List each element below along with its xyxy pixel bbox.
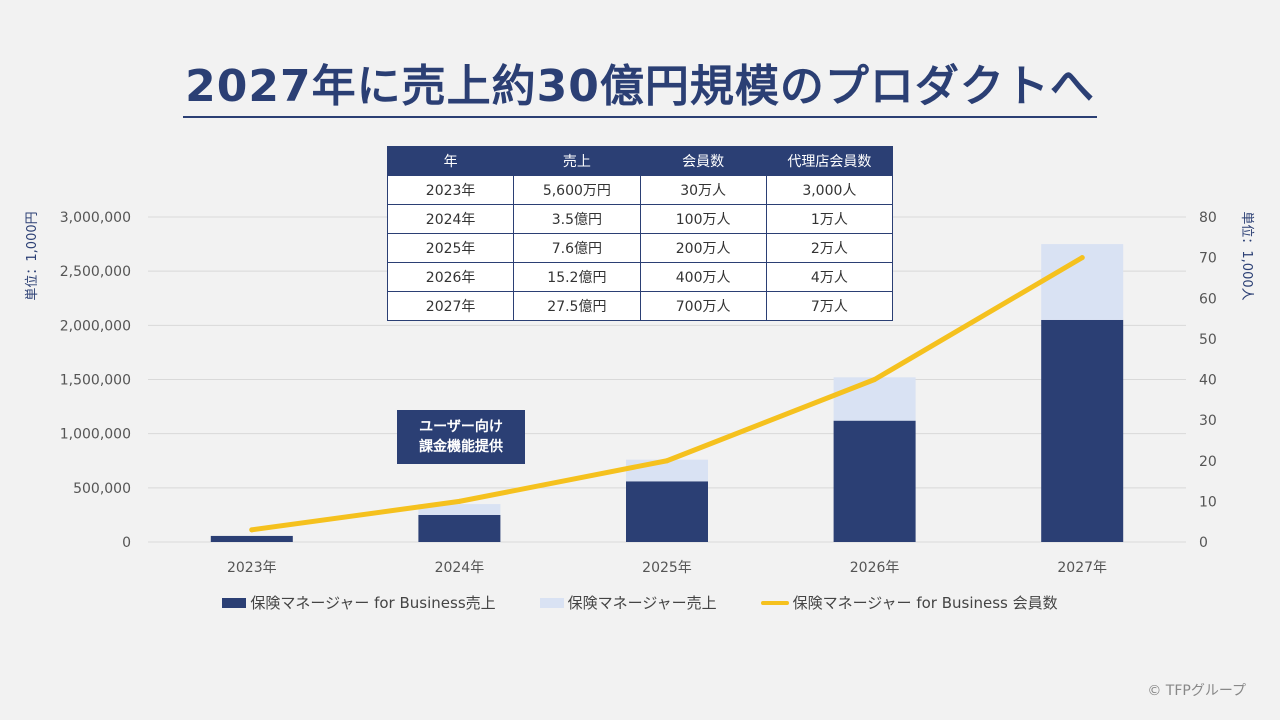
bar-business-sales [418,514,501,542]
table-cell: 7万人 [765,291,894,321]
table-cell: 15.2億円 [513,262,641,292]
table-cell: 100万人 [639,204,767,234]
legend-swatch-light [539,597,564,608]
legend-item-consumer-sales: 保険マネージャー売上 [539,592,717,613]
members-point [1079,255,1085,261]
legend-label: 保険マネージャー売上 [567,594,717,612]
table-cell: 1万人 [765,204,894,234]
copyright-text: © TFPグループ [1147,683,1246,699]
legend-item-members: 保険マネージャー for Business 会員数 [760,592,1058,613]
table-header-row: 年 売上 会員数 代理店会員数 [386,146,894,176]
right-tick-label: 30 [1199,413,1217,429]
table-cell: 30万人 [639,175,767,205]
legend-label: 保険マネージャー for Business 会員数 [792,594,1058,612]
right-tick-label: 60 [1199,291,1217,307]
right-axis: 0 10 20 30 40 50 60 70 80 [1199,210,1217,551]
legend-swatch-dark [222,597,247,608]
table-header-cell: 代理店会員数 [765,146,894,176]
right-tick-label: 80 [1199,210,1217,226]
table-cell: 2万人 [765,233,894,263]
table-cell: 27.5億円 [513,291,641,321]
table-cell: 400万人 [639,262,767,292]
left-tick-label: 3,000,000 [60,210,131,226]
left-tick-label: 1,000,000 [60,427,131,443]
left-tick-label: 0 [122,535,131,551]
right-axis-unit-label: 単位：1,000人 [1239,211,1255,300]
bar-consumer-sales [833,377,916,421]
x-tick-label: 2025年 [642,560,692,576]
left-tick-label: 2,500,000 [60,264,131,280]
bar-business-sales [210,535,293,542]
table-row: 2025年 7.6億円 200万人 2万人 [386,233,894,263]
right-tick-label: 20 [1199,454,1217,470]
table-row: 2024年 3.5億円 100万人 1万人 [386,204,894,234]
table-cell: 2023年 [386,175,515,205]
table-row: 2027年 27.5億円 700万人 7万人 [386,291,894,321]
table-cell: 200万人 [639,233,767,263]
table-cell: 2024年 [386,204,515,234]
table-header-cell: 売上 [513,146,641,176]
table-row: 2023年 5,600万円 30万人 3,000人 [386,175,894,205]
table-cell: 5,600万円 [513,175,641,205]
bars [210,244,1124,542]
table-header-cell: 年 [386,146,515,176]
x-tick-label: 2026年 [850,560,900,576]
x-axis: 2023年 2024年 2025年 2026年 2027年 [227,560,1107,576]
table-cell: 2026年 [386,262,515,292]
left-tick-label: 1,500,000 [60,373,131,389]
bar-business-sales [626,481,708,542]
members-point [249,527,255,533]
bar-business-sales [1041,319,1124,542]
table-cell: 2025年 [386,233,515,263]
legend-swatch-line [760,600,789,605]
callout-line-1: ユーザー向け [419,419,503,435]
table-cell: 3,000人 [765,175,894,205]
table-cell: 2027年 [386,291,515,321]
left-axis-unit-label: 単位：1,000円 [24,211,40,300]
right-tick-label: 70 [1199,251,1217,267]
left-tick-label: 500,000 [73,481,131,497]
right-tick-label: 0 [1199,535,1208,551]
table-cell: 3.5億円 [513,204,641,234]
feature-callout: ユーザー向け 課金機能提供 [397,410,525,464]
x-tick-label: 2023年 [227,560,277,576]
right-tick-label: 50 [1199,332,1217,348]
members-point [664,458,670,464]
table-cell: 4万人 [765,262,894,292]
right-tick-label: 10 [1199,494,1217,510]
summary-table: 年 売上 会員数 代理店会員数 2023年 5,600万円 30万人 3,000… [386,146,894,321]
legend-item-business-sales: 保険マネージャー for Business売上 [222,592,496,613]
left-tick-label: 2,000,000 [60,318,131,334]
x-tick-label: 2027年 [1057,560,1107,576]
page-title: 2027年に売上約30億円規模のプロダクトへ [0,50,1280,118]
x-tick-label: 2024年 [435,560,485,576]
left-axis: 0 500,000 1,000,000 1,500,000 2,000,000 2,500… [60,210,131,551]
table-cell: 700万人 [639,291,767,321]
bar-business-sales [833,420,916,542]
bar-consumer-sales [418,504,501,515]
members-point [872,377,878,382]
legend-label: 保険マネージャー for Business売上 [250,594,496,612]
line-series [249,255,1085,533]
callout-line-2: 課金機能提供 [419,439,503,455]
table-row: 2026年 15.2億円 400万人 4万人 [386,262,894,292]
table-cell: 7.6億円 [513,233,641,263]
members-point [456,498,462,504]
right-tick-label: 40 [1199,373,1217,389]
chart-legend: 保険マネージャー for Business売上 保険マネージャー売上 保険マネー… [0,592,1280,613]
table-header-cell: 会員数 [639,146,767,176]
